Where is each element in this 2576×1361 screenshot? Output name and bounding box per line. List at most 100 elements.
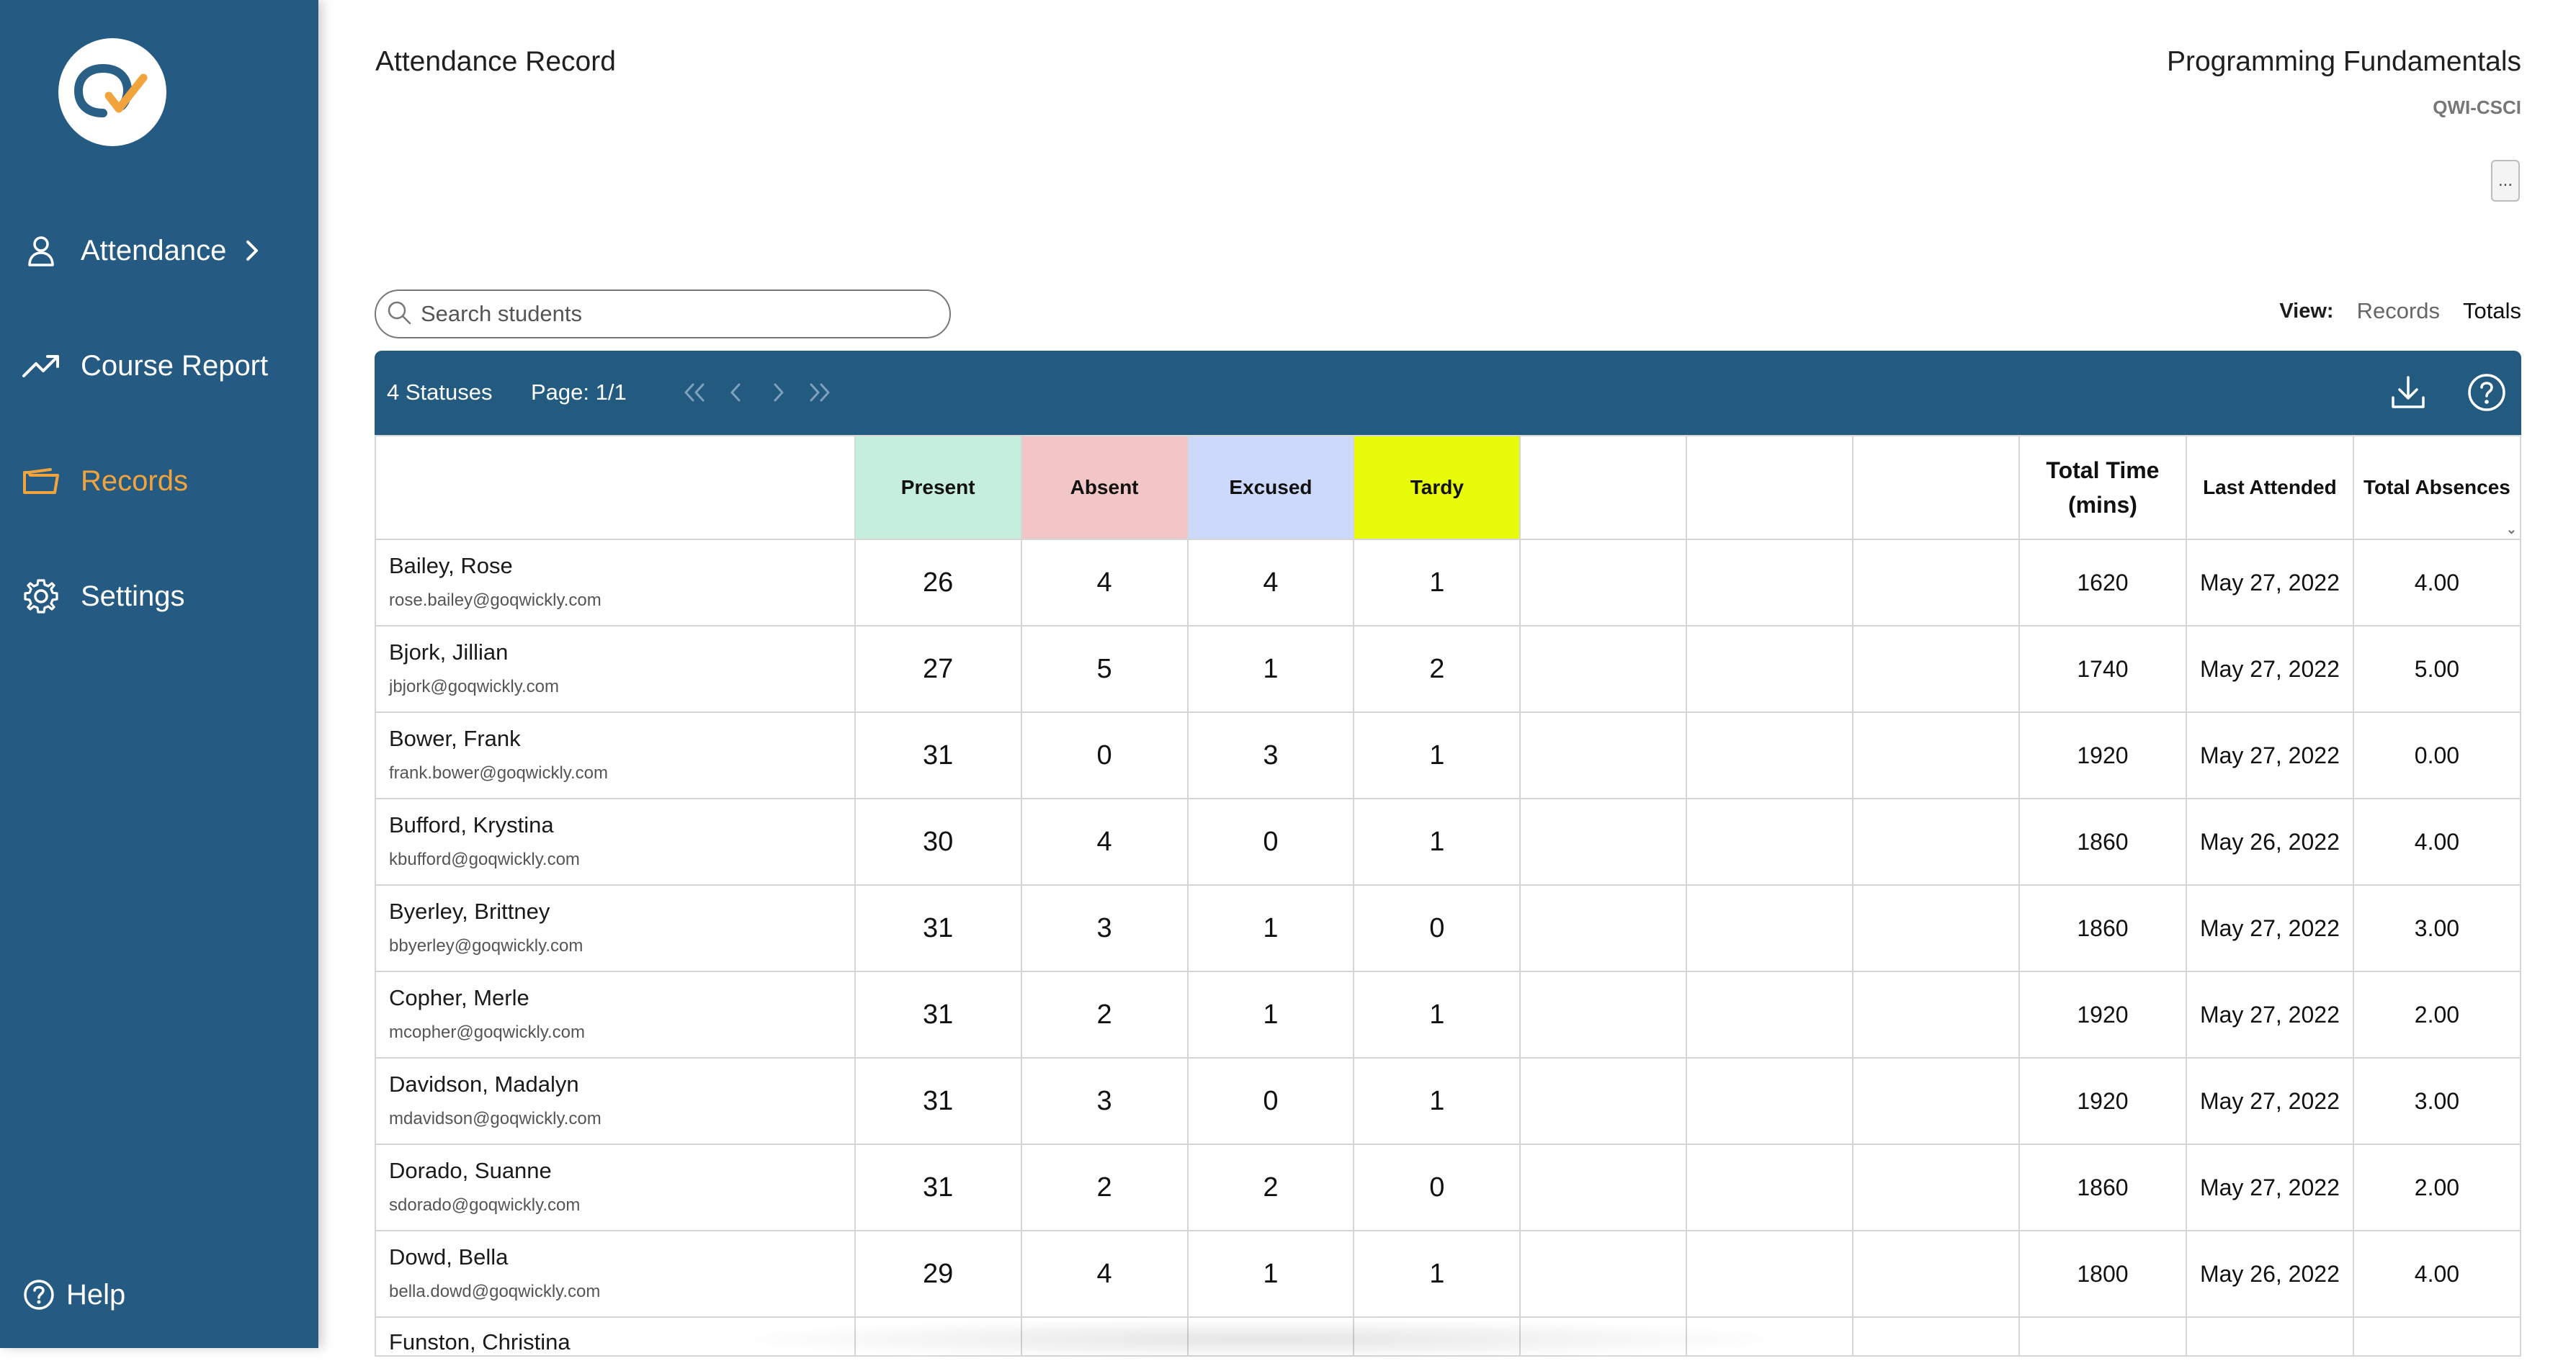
excused-column-header[interactable]: Excused xyxy=(1186,435,1355,540)
empty-cell xyxy=(1686,971,1854,1059)
first-page-icon[interactable] xyxy=(674,374,715,411)
student-cell[interactable]: Bufford, Krystina kbufford@goqwickly.com xyxy=(375,798,856,886)
total-absences-column-header[interactable]: Total Absences ⌄ xyxy=(2352,435,2522,540)
absent-column-header[interactable]: Absent xyxy=(1020,435,1189,540)
course-code: QWI-CSCI xyxy=(2433,96,2521,118)
empty-cell xyxy=(1686,798,1854,886)
empty-cell xyxy=(1852,1057,2020,1145)
last-attended: May 27, 2022 xyxy=(2185,1057,2354,1145)
empty-cell xyxy=(1852,1230,2020,1318)
student-email: frank.bower@goqwickly.com xyxy=(389,763,609,783)
view-option-records[interactable]: Records xyxy=(2356,298,2441,323)
student-email: mdavidson@goqwickly.com xyxy=(389,1109,601,1128)
view-option-totals[interactable]: Totals xyxy=(2463,298,2521,323)
sidebar-item-attendance[interactable]: Attendance xyxy=(20,222,261,279)
present-column-header[interactable]: Present xyxy=(854,435,1022,540)
empty-cell xyxy=(1852,884,2020,972)
absent-count: 0 xyxy=(1020,711,1189,799)
last-attended: May 27, 2022 xyxy=(2185,1144,2354,1231)
search-input[interactable] xyxy=(419,300,926,328)
student-cell[interactable]: Dorado, Suanne sdorado@goqwickly.com xyxy=(375,1144,856,1231)
excused-count: 1 xyxy=(1186,1230,1355,1318)
table-row[interactable]: Bailey, Rose rose.bailey@goqwickly.com 26 4… xyxy=(375,539,2522,626)
empty-cell xyxy=(1519,1057,1688,1145)
table-row[interactable]: Bjork, Jillian jbjork@goqwickly.com 27 5 1 2 1… xyxy=(375,625,2522,713)
table-row[interactable]: Byerley, Brittney bbyerley@goqwickly.com 3… xyxy=(375,884,2522,972)
scroll-shadow xyxy=(720,1318,1801,1361)
total-time: 1920 xyxy=(2018,1057,2187,1145)
empty-cell xyxy=(1686,884,1854,972)
folder-icon xyxy=(20,460,62,502)
next-page-icon[interactable] xyxy=(757,374,799,411)
table-row[interactable]: Davidson, Madalyn mdavidson@goqwickly.com… xyxy=(375,1057,2522,1145)
sort-icon: ⌄ xyxy=(2505,522,2517,536)
empty-cell xyxy=(1519,1230,1688,1318)
empty-cell xyxy=(1519,539,1688,626)
search-box[interactable] xyxy=(375,289,951,338)
empty-cell xyxy=(1686,1057,1854,1145)
total-time: 1800 xyxy=(2018,1230,2187,1318)
help-link[interactable]: Help xyxy=(22,1266,125,1324)
app-logo[interactable] xyxy=(58,38,166,146)
empty-cell xyxy=(1519,798,1688,886)
student-name: Bailey, Rose xyxy=(389,553,513,578)
empty-cell xyxy=(1852,1144,2020,1231)
logo-icon xyxy=(73,63,148,117)
sidebar-item-label: Attendance xyxy=(81,234,227,266)
tardy-column-header[interactable]: Tardy xyxy=(1353,435,1521,540)
empty-cell xyxy=(1852,1316,2020,1357)
help-icon[interactable] xyxy=(2465,371,2508,414)
tardy-count: 1 xyxy=(1353,798,1521,886)
last-attended-column-header[interactable]: Last Attended xyxy=(2185,435,2354,540)
last-page-icon[interactable] xyxy=(799,374,841,411)
empty-cell xyxy=(1852,711,2020,799)
student-name: Davidson, Madalyn xyxy=(389,1072,579,1097)
total-time: 1860 xyxy=(2018,1144,2187,1231)
last-attended: May 27, 2022 xyxy=(2185,539,2354,626)
total-absences-label: Total Absences xyxy=(2363,476,2510,498)
prev-page-icon[interactable] xyxy=(715,374,757,411)
student-cell[interactable]: Byerley, Brittney bbyerley@goqwickly.com xyxy=(375,884,856,972)
table-row[interactable]: Dorado, Suanne sdorado@goqwickly.com 31 2 2 0… xyxy=(375,1144,2522,1231)
student-cell[interactable]: Bjork, Jillian jbjork@goqwickly.com xyxy=(375,625,856,713)
present-count: 31 xyxy=(854,711,1022,799)
excused-count: 1 xyxy=(1186,971,1355,1059)
present-count: 31 xyxy=(854,971,1022,1059)
student-cell[interactable]: Dowd, Bella bella.dowd@goqwickly.com xyxy=(375,1230,856,1318)
student-cell[interactable]: Copher, Merle mcopher@goqwickly.com xyxy=(375,971,856,1059)
student-cell[interactable]: Bailey, Rose rose.bailey@goqwickly.com xyxy=(375,539,856,626)
student-email: mcopher@goqwickly.com xyxy=(389,1023,586,1042)
tardy-count: 2 xyxy=(1353,625,1521,713)
student-cell[interactable]: Bower, Frank frank.bower@goqwickly.com xyxy=(375,711,856,799)
student-name: Bower, Frank xyxy=(389,726,521,751)
absent-count: 4 xyxy=(1020,539,1189,626)
sidebar-item-course-report[interactable]: Course Report xyxy=(20,337,268,395)
course-name: Programming Fundamentals xyxy=(2166,46,2521,77)
absent-count: 4 xyxy=(1020,798,1189,886)
table-row[interactable]: Copher, Merle mcopher@goqwickly.com 31 2 1 1 1… xyxy=(375,971,2522,1059)
table-row[interactable]: Bower, Frank frank.bower@goqwickly.com 31 0… xyxy=(375,711,2522,799)
absent-count: 2 xyxy=(1020,971,1189,1059)
more-options-button[interactable]: ... xyxy=(2491,160,2520,202)
excused-count: 2 xyxy=(1186,1144,1355,1231)
table-row[interactable]: Bufford, Krystina kbufford@goqwickly.com 3… xyxy=(375,798,2522,886)
present-count: 27 xyxy=(854,625,1022,713)
total-absences: 5.00 xyxy=(2352,625,2522,713)
table-body: Bailey, Rose rose.bailey@goqwickly.com 26 4… xyxy=(375,539,2522,1357)
empty-cell xyxy=(1686,1144,1854,1231)
student-cell[interactable]: Davidson, Madalyn mdavidson@goqwickly.com xyxy=(375,1057,856,1145)
download-icon[interactable] xyxy=(2387,371,2430,414)
empty-cell xyxy=(1852,539,2020,626)
total-time: 1920 xyxy=(2018,711,2187,799)
student-email: bella.dowd@goqwickly.com xyxy=(389,1282,601,1301)
sidebar-item-settings[interactable]: Settings xyxy=(20,567,185,625)
total-time: 1920 xyxy=(2018,971,2187,1059)
empty-cell xyxy=(1519,711,1688,799)
total-time-column-header[interactable]: Total Time (mins) xyxy=(2018,435,2187,540)
sidebar-item-records[interactable]: Records xyxy=(20,452,188,510)
excused-count: 1 xyxy=(1186,625,1355,713)
total-time: 1860 xyxy=(2018,798,2187,886)
table-row[interactable]: Dowd, Bella bella.dowd@goqwickly.com 29 4 1 1… xyxy=(375,1230,2522,1318)
sidebar: Attendance Course Report Records Setting… xyxy=(0,0,318,1348)
help-icon xyxy=(22,1274,56,1316)
